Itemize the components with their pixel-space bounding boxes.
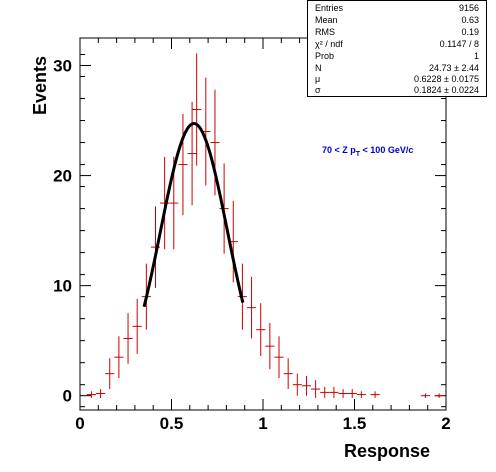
y-tick-label: 30: [53, 57, 72, 76]
stats-value: 0.6228 ± 0.0175: [414, 74, 479, 84]
stats-key: Prob: [315, 51, 335, 61]
stats-value: 24.73 ± 2.44: [429, 63, 479, 73]
data-point: [178, 113, 188, 216]
data-point: [86, 391, 97, 398]
data-point: [256, 303, 266, 357]
x-tick-label: 2: [441, 414, 450, 433]
data-point: [274, 336, 284, 379]
data-point: [283, 358, 293, 390]
y-axis-label: Events: [30, 56, 50, 115]
x-axis-label: Response: [344, 441, 430, 461]
data-point: [265, 323, 275, 370]
annotation-label: 70 < Z pT < 100 GeV/c: [322, 145, 413, 158]
y-tick-label: 20: [53, 167, 72, 186]
stats-key: Mean: [315, 15, 338, 25]
data-point: [356, 391, 366, 398]
fit-curve: [142, 122, 245, 308]
data-point: [123, 313, 133, 364]
stats-value: 9156: [458, 3, 479, 13]
data-point: [132, 298, 142, 354]
data-point: [114, 336, 124, 379]
x-tick-label: 1.5: [343, 414, 367, 433]
stats-value: 0.1147 / 8: [439, 39, 479, 49]
stats-value: 0.63: [461, 15, 479, 25]
data-point: [192, 53, 202, 166]
stats-box: Entries 9156 Mean 0.63 RMS 0.19 χ² / ndf 0.1…: [307, 0, 487, 97]
data-point: [160, 156, 170, 250]
y-tick-label: 10: [53, 277, 72, 296]
data-point: [301, 375, 312, 396]
data-point: [420, 393, 430, 398]
stats-key: Entries: [315, 3, 344, 13]
data-point: [329, 386, 339, 398]
data-point: [105, 358, 115, 390]
stats-value: 1: [473, 51, 479, 61]
stats-key: χ² / ndf: [315, 39, 343, 49]
data-point: [338, 389, 348, 398]
x-tick-label: 1: [258, 414, 267, 433]
stats-key: N: [315, 63, 322, 73]
stats-key: RMS: [315, 27, 335, 37]
data-point: [347, 389, 357, 398]
stats-key: μ: [315, 74, 321, 84]
x-tick-label: 0.5: [160, 414, 184, 433]
x-tick-label: 0: [75, 414, 84, 433]
data-point: [246, 276, 257, 339]
data-point: [96, 389, 106, 398]
data-point: [311, 380, 321, 398]
stats-value: 0.19: [461, 27, 479, 37]
y-tick-label: 0: [63, 387, 72, 406]
stats-key: σ: [315, 85, 321, 95]
data-point: [292, 373, 302, 396]
data-point: [370, 391, 380, 398]
data-point: [320, 386, 330, 398]
data-point: [187, 101, 197, 206]
stats-value: 0.1824 ± 0.0224: [414, 85, 479, 95]
data-point: [434, 393, 444, 398]
